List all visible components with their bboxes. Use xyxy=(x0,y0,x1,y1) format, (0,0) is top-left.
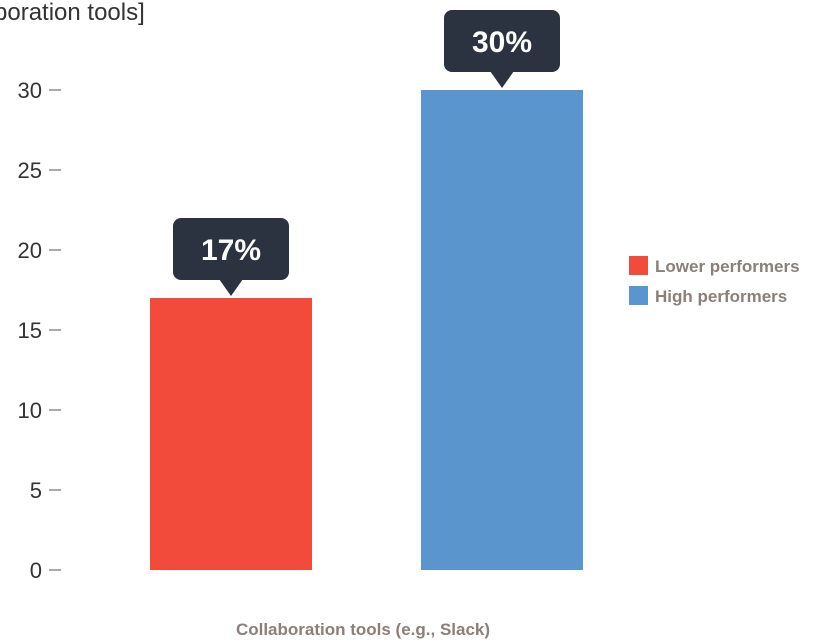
legend: Lower performers High performers xyxy=(629,256,800,306)
y-tick-label: 25 xyxy=(18,158,42,183)
legend-swatch xyxy=(629,256,648,275)
value-callout-pointer xyxy=(219,279,243,296)
legend-label: Lower performers xyxy=(655,257,800,276)
y-tick-label: 30 xyxy=(18,78,42,103)
bar-lower-performers xyxy=(150,298,312,570)
value-callout-box xyxy=(444,10,560,72)
y-axis: 0 5 10 15 20 25 30 xyxy=(18,78,61,583)
y-tick-label: 0 xyxy=(30,558,42,583)
y-tick-label: 15 xyxy=(18,318,42,343)
bar-high-performers xyxy=(421,90,583,570)
value-label: 30% xyxy=(472,26,532,59)
value-callout-pointer xyxy=(490,71,514,88)
legend-swatch xyxy=(629,286,648,305)
value-label: 17% xyxy=(201,234,261,267)
chart-title: boration tools] xyxy=(0,0,145,26)
y-tick-label: 10 xyxy=(18,398,42,423)
x-axis-label: Collaboration tools (e.g., Slack) xyxy=(236,620,490,639)
value-callouts: 17% 30% xyxy=(173,10,560,296)
bars xyxy=(150,90,583,570)
value-callout-box xyxy=(173,218,289,280)
y-tick-label: 20 xyxy=(18,238,42,263)
y-tick-label: 5 xyxy=(30,478,42,503)
legend-label: High performers xyxy=(655,287,787,306)
